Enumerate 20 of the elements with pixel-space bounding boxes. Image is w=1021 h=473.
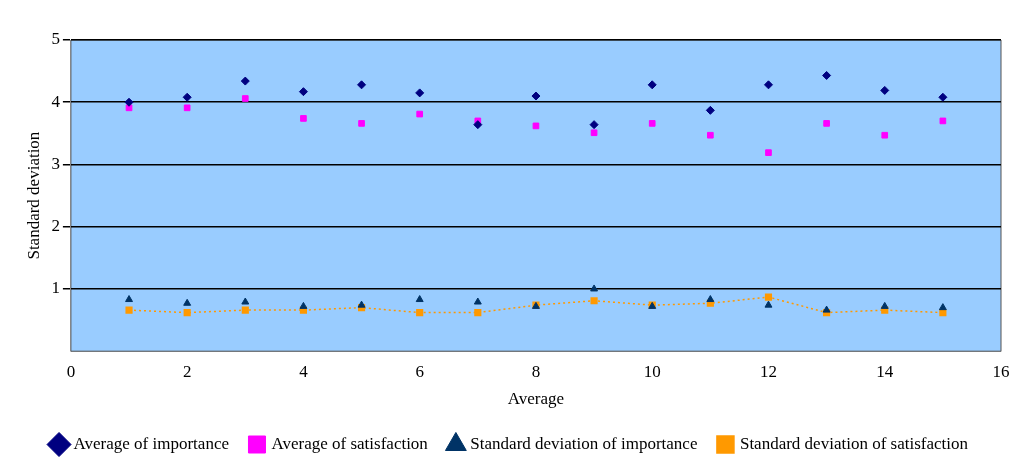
x-axis-title: Average	[507, 389, 565, 409]
x-tick-label: 4	[299, 361, 309, 381]
legend-label: Standard deviation of importance	[470, 433, 698, 453]
x-tick-label: 2	[182, 361, 192, 381]
y-tick-label: 3	[51, 153, 60, 173]
y-tick-label: 2	[51, 216, 60, 236]
y-tick-label: 4	[51, 91, 61, 111]
legend-label: Standard deviation of satisfaction	[739, 433, 969, 453]
y-tick-label: 1	[51, 278, 60, 298]
legend-label: Average of satisfaction	[271, 433, 429, 453]
x-tick-label: 14	[876, 361, 894, 381]
y-axis-title: Standard deviation	[23, 131, 43, 260]
x-tick-label: 16	[992, 361, 1010, 381]
x-tick-label: 10	[643, 361, 661, 381]
y-tick-label: 5	[51, 29, 60, 49]
x-tick-label: 0	[66, 361, 76, 381]
x-tick-label: 8	[531, 361, 541, 381]
legend-label: Average of importance	[73, 433, 229, 453]
x-tick-label: 12	[759, 361, 777, 381]
x-tick-label: 6	[415, 361, 424, 381]
